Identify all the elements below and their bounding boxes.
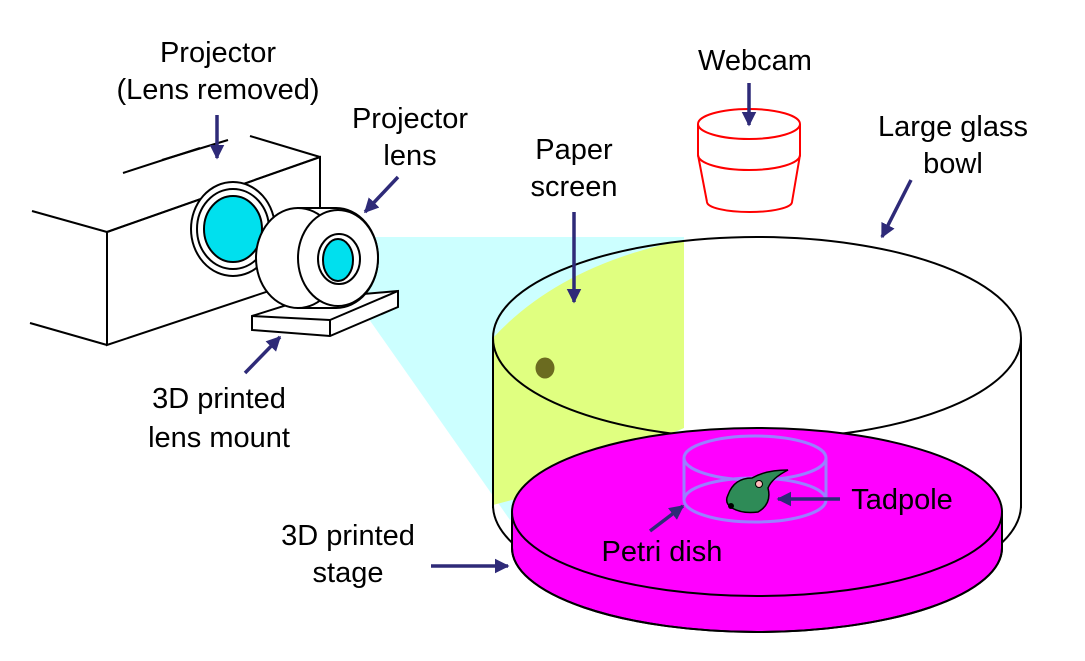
label-projector-lens-2: lens: [383, 140, 436, 172]
label-projector-2: (Lens removed): [116, 74, 319, 106]
label-paper-screen-1: Paper: [535, 134, 613, 166]
label-projector-1: Projector: [160, 37, 276, 69]
label-petri-dish: Petri dish: [602, 536, 723, 568]
arrows: [209, 83, 913, 574]
arrow-petri-dish: [648, 504, 685, 533]
label-stage-2: stage: [313, 557, 384, 589]
arrow-glass-bowl: [880, 179, 913, 239]
screen-dot: [535, 357, 555, 379]
projector-lens: [255, 207, 379, 309]
label-paper-screen-2: screen: [530, 171, 617, 203]
label-lens-mount-1: 3D printed: [152, 383, 286, 415]
tadpole: [725, 469, 789, 514]
label-lens-mount-2: lens mount: [148, 422, 290, 454]
label-projector-lens-1: Projector: [352, 103, 468, 135]
projector: [29, 135, 321, 347]
label-glass-bowl-2: bowl: [923, 148, 983, 180]
stage-platform: [511, 427, 1003, 633]
label-glass-bowl-1: Large glass: [878, 111, 1028, 143]
labels: Projector (Lens removed) Projector lens …: [116, 37, 1028, 589]
arrow-projector-lens: [363, 175, 400, 214]
arrow-lens-mount: [243, 335, 282, 375]
label-webcam: Webcam: [698, 45, 812, 77]
label-stage-1: 3D printed: [281, 520, 415, 552]
label-tadpole: Tadpole: [851, 484, 953, 516]
